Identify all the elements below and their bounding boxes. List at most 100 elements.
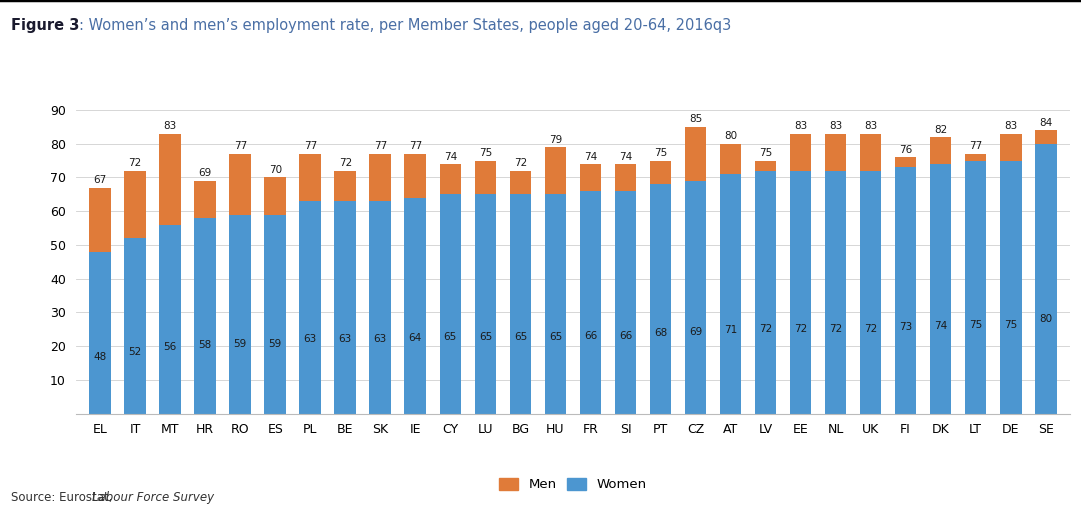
Text: 85: 85 (689, 114, 703, 125)
Text: : Women’s and men’s employment rate, per Member States, people aged 20-64, 2016q: : Women’s and men’s employment rate, per… (79, 18, 731, 33)
Bar (859, 171, 881, 414)
Text: 75: 75 (479, 148, 492, 158)
Bar (545, 147, 566, 194)
Text: 74: 74 (443, 151, 457, 161)
Text: 66: 66 (584, 331, 597, 341)
Bar (124, 171, 146, 238)
Bar (195, 181, 216, 218)
Text: 66: 66 (618, 331, 632, 341)
Text: 72: 72 (759, 324, 772, 333)
Bar (229, 154, 251, 215)
Bar (615, 191, 637, 414)
Text: 70: 70 (269, 165, 282, 175)
Bar (790, 133, 812, 171)
Text: 82: 82 (934, 125, 947, 134)
Text: Labour Force Survey: Labour Force Survey (92, 491, 214, 504)
Text: 72: 72 (338, 158, 352, 169)
Bar (650, 161, 671, 184)
Bar (509, 171, 531, 194)
Bar (895, 157, 917, 168)
Text: 80: 80 (724, 131, 737, 141)
Text: 84: 84 (1039, 118, 1052, 128)
Text: 65: 65 (549, 332, 562, 342)
Text: 72: 72 (513, 158, 528, 169)
Text: 63: 63 (338, 334, 352, 344)
Bar (825, 171, 846, 414)
Bar (1000, 161, 1022, 414)
Bar (124, 238, 146, 414)
Bar (265, 177, 286, 215)
Bar (159, 133, 182, 225)
Text: 56: 56 (163, 342, 177, 353)
Text: 73: 73 (899, 323, 912, 332)
Bar (370, 154, 391, 201)
Text: Source: Eurostat,: Source: Eurostat, (11, 491, 116, 504)
Bar (720, 174, 742, 414)
Bar (195, 218, 216, 414)
Text: 63: 63 (374, 334, 387, 344)
Text: 83: 83 (163, 121, 177, 131)
Bar (825, 133, 846, 171)
Bar (475, 161, 496, 194)
Bar (440, 194, 462, 414)
Text: 71: 71 (724, 325, 737, 334)
Bar (1035, 144, 1056, 414)
Bar (545, 194, 566, 414)
Bar (440, 164, 462, 194)
Bar (755, 161, 776, 171)
Text: 77: 77 (374, 142, 387, 151)
Bar (684, 127, 706, 181)
Bar (579, 164, 601, 191)
Bar (370, 201, 391, 414)
Text: 63: 63 (304, 334, 317, 344)
Bar (1000, 133, 1022, 161)
Text: 64: 64 (409, 333, 422, 343)
Bar (790, 171, 812, 414)
Text: 69: 69 (689, 327, 703, 337)
Bar (1035, 130, 1056, 144)
Bar (229, 215, 251, 414)
Bar (404, 197, 426, 414)
Bar (615, 164, 637, 191)
Text: 77: 77 (969, 142, 983, 151)
Text: 65: 65 (479, 332, 492, 342)
Text: 59: 59 (269, 339, 282, 349)
Text: 77: 77 (304, 142, 317, 151)
Text: 83: 83 (793, 121, 808, 131)
Text: 52: 52 (129, 347, 142, 357)
Text: 75: 75 (654, 148, 667, 158)
Text: 58: 58 (199, 340, 212, 350)
Bar (859, 133, 881, 171)
Text: 65: 65 (513, 332, 528, 342)
Text: 65: 65 (443, 332, 457, 342)
Bar (755, 171, 776, 414)
Text: 72: 72 (829, 324, 842, 333)
Bar (90, 188, 111, 252)
Bar (579, 191, 601, 414)
Text: 67: 67 (94, 175, 107, 185)
Bar (895, 168, 917, 414)
Text: 48: 48 (94, 352, 107, 362)
Bar (404, 154, 426, 197)
Bar (720, 144, 742, 174)
Text: 80: 80 (1039, 314, 1052, 324)
Text: 74: 74 (618, 151, 632, 161)
Text: 83: 83 (864, 121, 877, 131)
Bar (964, 154, 987, 161)
Bar (509, 194, 531, 414)
Bar (299, 201, 321, 414)
Text: Figure 3: Figure 3 (11, 18, 79, 33)
Bar (90, 252, 111, 414)
Text: 59: 59 (233, 339, 246, 349)
Text: 77: 77 (233, 142, 246, 151)
Text: 74: 74 (584, 151, 597, 161)
Bar (930, 164, 951, 414)
Bar (930, 137, 951, 164)
Text: 76: 76 (899, 145, 912, 155)
Text: 74: 74 (934, 321, 947, 331)
Bar (475, 194, 496, 414)
Text: 72: 72 (793, 324, 808, 333)
Legend: Men, Women: Men, Women (494, 473, 652, 497)
Text: 79: 79 (549, 135, 562, 145)
Bar (964, 161, 987, 414)
